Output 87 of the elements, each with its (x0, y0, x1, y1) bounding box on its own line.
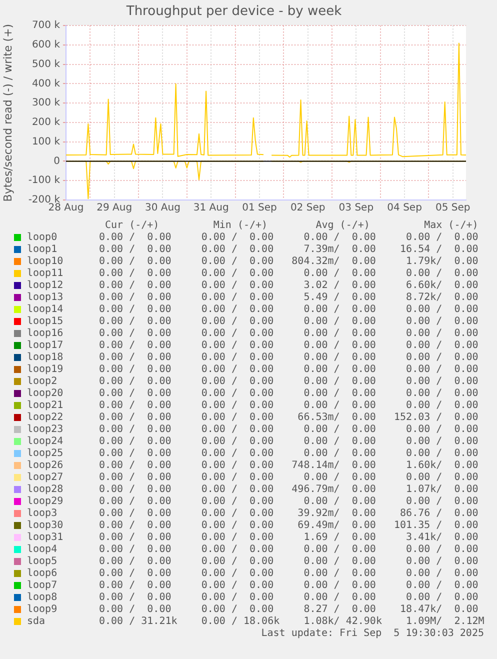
text: 0.00 / 0.00 0.00 / 0.00 0.00 / 0.00 0.00 / 0.00 (99, 568, 478, 580)
x-tick-label: 30 Aug (145, 202, 180, 214)
y-tick-label: 700 k (32, 20, 60, 32)
y-axis-title: Bytes/second read (-) / write (+) (1, 24, 14, 202)
text: Cur (-/+) Min (-/+) Avg (-/+) Max (-/+) (105, 220, 478, 232)
legend-label: loop29 (27, 496, 64, 508)
text: 0.00 / 0.00 0.00 / 0.00 0.00 / 0.00 0.00 / 0.00 (99, 268, 478, 280)
x-tick-label: 01 Sep (242, 202, 277, 214)
legend-label: loop25 (27, 448, 64, 460)
text: 0.00 / 0.00 0.00 / 0.00 804.32m/ 0.00 1.79k/ 0.00 (99, 256, 478, 268)
legend-label: loop20 (27, 388, 64, 400)
text: 0.00 / 0.00 0.00 / 0.00 0.00 / 0.00 0.00 / 0.00 (99, 400, 478, 412)
y-tick-label: 500 k (32, 58, 60, 70)
legend-label: loop9 (27, 604, 58, 616)
y-tick-label: 0 (54, 156, 60, 167)
y-tick-label: 300 k (32, 98, 60, 109)
x-tick-label: 03 Sep (338, 202, 374, 214)
text: 0.00 / 0.00 0.00 / 0.00 5.49 / 0.00 8.72k/ 0.00 (99, 292, 478, 304)
legend-label: loop31 (27, 532, 64, 544)
text: 0.00 / 0.00 0.00 / 0.00 0.00 / 0.00 0.00 / 0.00 (99, 424, 478, 436)
chart-title: Throughput per device - by week (125, 4, 342, 20)
text: 0.00 / 0.00 0.00 / 0.00 748.14m/ 0.00 1.60k/ 0.00 (99, 460, 478, 472)
text: 0.00 / 0.00 0.00 / 0.00 0.00 / 0.00 0.00 / 0.00 (99, 592, 478, 604)
legend-label: loop13 (27, 292, 64, 304)
text: 0.00 / 0.00 0.00 / 0.00 0.00 / 0.00 0.00 / 0.00 (99, 316, 478, 328)
text: 0.00 / 0.00 0.00 / 0.00 0.00 / 0.00 0.00 / 0.00 (99, 436, 478, 448)
x-tick-label: 29 Aug (96, 202, 132, 214)
legend-label: loop3 (27, 508, 58, 520)
text: 0.00 / 0.00 0.00 / 0.00 1.69 / 0.00 3.41k/ 0.00 (99, 532, 478, 544)
text: 0.00 / 0.00 0.00 / 0.00 0.00 / 0.00 0.00 / 0.00 (99, 496, 478, 508)
legend-label: loop5 (27, 556, 58, 568)
text: 0.00 / 0.00 0.00 / 0.00 0.00 / 0.00 0.00 / 0.00 (99, 388, 478, 400)
text: 0.00 / 0.00 0.00 / 0.00 66.53m/ 0.00 152.03 / 0.00 (99, 412, 478, 424)
legend-label: loop30 (27, 520, 64, 532)
legend-label: loop11 (27, 268, 64, 280)
text: 0.00 / 31.21k 0.00 / 18.06k 1.08k/ 42.90k 1.09M/ 2.12M (99, 616, 484, 628)
legend-label: loop26 (27, 460, 64, 472)
text: 0.00 / 0.00 0.00 / 0.00 0.00 / 0.00 0.00 / 0.00 (99, 448, 478, 460)
text: 0.00 / 0.00 0.00 / 0.00 496.79m/ 0.00 1.07k/ 0.00 (99, 484, 478, 496)
x-tick-label: 05 Sep (436, 202, 470, 214)
legend-label: loop14 (27, 304, 64, 316)
legend-label: loop23 (27, 424, 64, 436)
legend-label: loop18 (27, 352, 64, 364)
y-tick-label: 600 k (32, 40, 60, 51)
text: 0.00 / 0.00 0.00 / 0.00 0.00 / 0.00 0.00 / 0.00 (99, 580, 478, 592)
legend-label: loop12 (27, 280, 64, 292)
text: 0.00 / 0.00 0.00 / 0.00 0.00 / 0.00 0.00 / 0.00 (99, 328, 478, 340)
text: 0.00 / 0.00 0.00 / 0.00 0.00 / 0.00 0.00 / 0.00 (99, 352, 478, 364)
text: Last update: Fri Sep 5 19:30:03 2025 (261, 628, 484, 640)
text: 0.00 / 0.00 0.00 / 0.00 0.00 / 0.00 0.00 / 0.00 (99, 364, 478, 376)
text: 0.00 / 0.00 0.00 / 0.00 8.27 / 0.00 18.47k/ 0.00 (99, 604, 478, 616)
x-tick-label: 02 Sep (290, 202, 326, 214)
text: 0.00 / 0.00 0.00 / 0.00 0.00 / 0.00 0.00 / 0.00 (99, 340, 478, 352)
text: 0.00 / 0.00 0.00 / 0.00 39.92m/ 0.00 86.76 / 0.00 (99, 508, 478, 520)
legend-label: loop24 (27, 436, 64, 448)
legend-label: loop7 (27, 580, 58, 592)
text: 0.00 / 0.00 0.00 / 0.00 3.02 / 0.00 6.60k/ 0.00 (99, 280, 478, 292)
legend-label: loop27 (27, 472, 64, 484)
legend-label: loop17 (27, 340, 64, 352)
text: 0.00 / 0.00 0.00 / 0.00 0.00 / 0.00 0.00 / 0.00 (99, 472, 478, 484)
y-tick-label: -100 k (28, 175, 60, 186)
text: 0.00 / 0.00 0.00 / 0.00 0.00 / 0.00 0.00 / 0.00 (99, 544, 478, 556)
legend-label: loop1 (27, 244, 58, 256)
legend-label: loop22 (27, 412, 64, 424)
y-tick-label: 400 k (32, 78, 60, 90)
legend-label: sda (27, 616, 46, 628)
text: 0.00 / 0.00 0.00 / 0.00 7.39m/ 0.00 16.54 / 0.00 (99, 244, 478, 256)
legend-label: loop19 (27, 364, 64, 376)
legend-label: loop28 (27, 484, 64, 496)
y-tick-label: 100 k (32, 136, 60, 148)
legend-label: loop16 (27, 328, 64, 340)
x-tick-label: 31 Aug (193, 202, 229, 214)
x-tick-label: 04 Sep (387, 202, 422, 214)
legend-label: loop2 (27, 376, 58, 388)
legend-label: loop10 (27, 256, 64, 268)
text: 0.00 / 0.00 0.00 / 0.00 69.49m/ 0.00 101.35 / 0.00 (99, 520, 478, 532)
legend-label: loop6 (27, 568, 58, 580)
text: 0.00 / 0.00 0.00 / 0.00 0.00 / 0.00 0.00 / 0.00 (99, 376, 478, 388)
text: 0.00 / 0.00 0.00 / 0.00 0.00 / 0.00 0.00 / 0.00 (99, 556, 478, 568)
legend-label: loop15 (27, 316, 64, 328)
legend-label: loop0 (27, 232, 58, 244)
text: 0.00 / 0.00 0.00 / 0.00 0.00 / 0.00 0.00 / 0.00 (99, 304, 478, 316)
legend-label: loop4 (27, 544, 58, 556)
legend-label: loop8 (27, 592, 58, 604)
legend-label: loop21 (27, 400, 64, 412)
text: 0.00 / 0.00 0.00 / 0.00 0.00 / 0.00 0.00 / 0.00 (99, 232, 478, 244)
y-tick-label: 200 k (32, 117, 60, 128)
